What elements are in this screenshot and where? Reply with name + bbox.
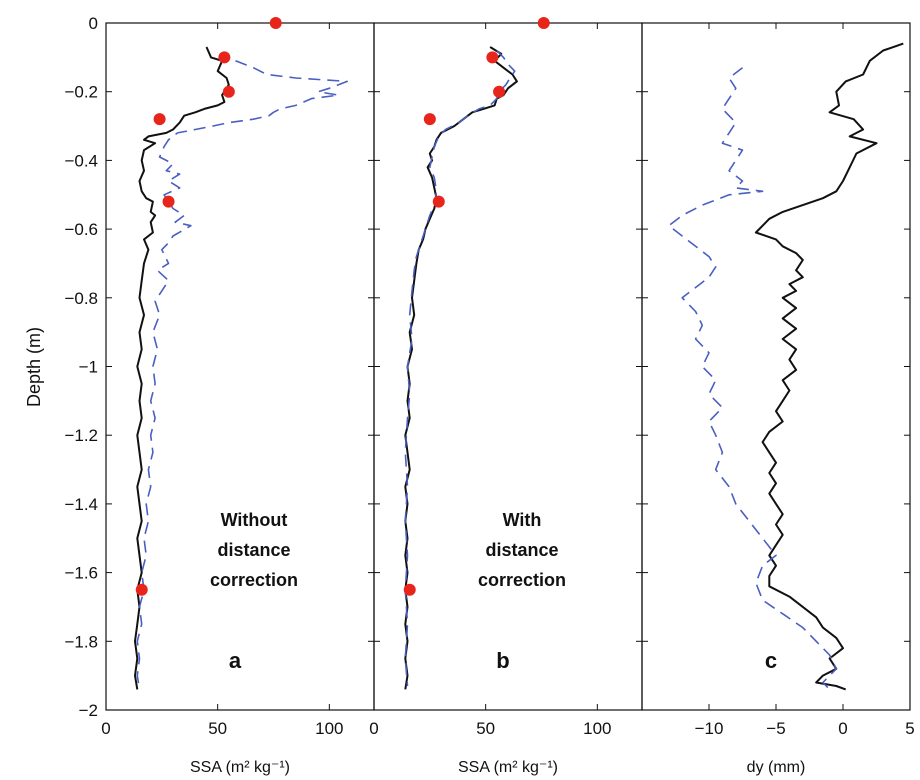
observation-point [403, 583, 416, 596]
x-tick-label: 5 [905, 719, 914, 738]
panel-letter: c [765, 648, 777, 673]
x-tick-label: 50 [208, 719, 227, 738]
panel-a-frame [105, 22, 375, 711]
panels: 0−0.2−0.4−0.6−0.8−1−1.2−1.4−1.6−1.8−20 50… [64, 14, 914, 776]
series-solid-line [404, 46, 518, 690]
series-dashed-line [136, 60, 348, 690]
x-tick-label: 0 [838, 719, 847, 738]
observation-point [135, 583, 148, 596]
y-tick-label: −1 [79, 358, 98, 377]
observation-point [486, 51, 499, 64]
annotation-line: distance [217, 540, 290, 560]
x-tick-label: 50 [476, 719, 495, 738]
y-axis-label: Depth (m) [24, 327, 44, 407]
y-tick-label: −0.4 [64, 151, 98, 170]
annotation-line: distance [485, 540, 558, 560]
y-tick-label: −0.8 [64, 289, 98, 308]
x-tick-label: −10 [695, 719, 724, 738]
y-tick-label: 0 [89, 14, 98, 33]
panel-c-frame [641, 22, 911, 711]
observation-point [432, 195, 445, 208]
observation-point [162, 195, 175, 208]
panel-c: −10 −5 0 5 dy (mm) c [641, 22, 915, 776]
observation-point [269, 17, 282, 29]
observation-point [153, 113, 166, 126]
x-axis-label: SSA (m² kg⁻¹) [190, 759, 290, 776]
x-axis-label: dy (mm) [747, 759, 806, 776]
x-tick-label: −5 [766, 719, 785, 738]
observation-point [493, 85, 506, 98]
panel-b: 0 50 100 SSA (m² kg⁻¹) With distance correctio… [369, 17, 643, 776]
x-tick-label: 0 [369, 719, 378, 738]
x-tick-label: 100 [315, 719, 343, 738]
series-dashed-line [404, 49, 516, 687]
annotation-line: correction [478, 570, 566, 590]
series-solid-line [134, 46, 230, 690]
y-tick-label: −1.4 [64, 495, 98, 514]
series-solid-line [754, 42, 904, 691]
annotation-line: Without [221, 510, 288, 530]
y-tick-label: −0.2 [64, 83, 98, 102]
series-dashed-line [668, 67, 838, 690]
x-tick-label: 100 [583, 719, 611, 738]
observation-point [222, 85, 235, 98]
annotation-line: With [503, 510, 542, 530]
observation-point [218, 51, 231, 64]
y-tick-label: −0.6 [64, 220, 98, 239]
y-tick-label: −1.8 [64, 632, 98, 651]
x-tick-label: 0 [101, 719, 110, 738]
panel-b-frame [373, 22, 643, 711]
y-tick-label: −1.2 [64, 426, 98, 445]
panel-a: 0−0.2−0.4−0.6−0.8−1−1.2−1.4−1.6−1.8−20 50… [64, 14, 375, 776]
observation-point [537, 17, 550, 29]
y-tick-label: −1.6 [64, 564, 98, 583]
panel-letter: b [496, 648, 509, 673]
annotation-line: correction [210, 570, 298, 590]
x-axis-label: SSA (m² kg⁻¹) [458, 759, 558, 776]
observation-point [423, 113, 436, 126]
panel-letter: a [229, 648, 242, 673]
y-tick-label: −2 [79, 701, 98, 720]
